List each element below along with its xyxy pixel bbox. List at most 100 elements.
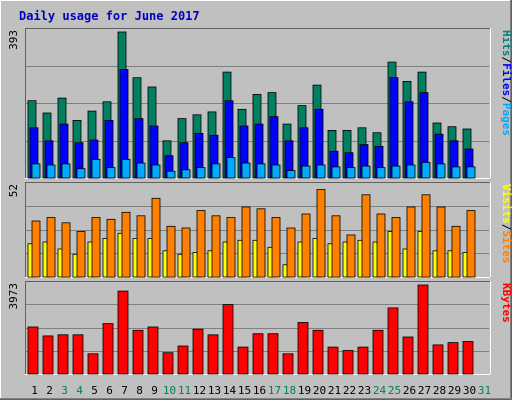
bar-pages-day-30 — [466, 166, 476, 179]
kbytes-panel: 3973 KBytes — [7, 281, 512, 375]
x-tick-label: 23 — [358, 384, 371, 397]
x-tick-label: 10 — [163, 384, 176, 397]
hits-panel: 393 Hits/Files/Pages — [7, 28, 512, 179]
bar-pages-day-22 — [346, 167, 356, 179]
bar-pages-day-14 — [226, 157, 236, 179]
x-tick-label: 24 — [373, 384, 387, 397]
bar-kbytes-day-17 — [267, 333, 279, 375]
bar-pages-day-2 — [46, 164, 56, 179]
bar-kbytes-day-6 — [102, 323, 114, 375]
bar-kbytes-day-19 — [297, 322, 309, 375]
bar-kbytes-day-15 — [237, 346, 249, 375]
bar-pages-day-12 — [196, 167, 206, 179]
bar-kbytes-day-9 — [147, 326, 159, 375]
x-tick-label: 27 — [418, 384, 431, 397]
bar-kbytes-day-1 — [27, 326, 39, 375]
bar-files-day-25 — [389, 77, 399, 179]
bar-pages-day-1 — [31, 163, 41, 179]
x-tick-label: 12 — [193, 384, 206, 397]
bar-kbytes-day-30 — [462, 341, 474, 375]
bar-sites-day-14 — [226, 217, 236, 278]
legend-entry: Hits — [500, 30, 512, 57]
bar-sites-day-17 — [271, 217, 281, 278]
panel-legend: KBytes — [500, 283, 512, 323]
bar-sites-day-5 — [91, 217, 101, 278]
x-tick-label: 14 — [223, 384, 237, 397]
bar-pages-day-24 — [376, 167, 386, 179]
bar-pages-day-28 — [436, 163, 446, 179]
bar-sites-day-28 — [436, 206, 446, 278]
bar-pages-day-18 — [286, 170, 296, 179]
x-tick-label: 13 — [208, 384, 221, 397]
bar-kbytes-day-10 — [162, 352, 174, 375]
bar-kbytes-day-27 — [417, 284, 429, 375]
bar-pages-day-25 — [391, 165, 401, 179]
x-tick-label: 3 — [61, 384, 68, 397]
x-tick-label: 6 — [106, 384, 113, 397]
x-tick-label: 25 — [388, 384, 401, 397]
panel-legend: Visits/Sites — [500, 184, 512, 264]
bar-sites-day-4 — [76, 231, 86, 278]
bar-kbytes-day-26 — [402, 336, 414, 375]
sites-panel: 52 Visits/Sites — [7, 182, 512, 278]
bar-pages-day-8 — [136, 162, 146, 179]
x-tick-label: 19 — [298, 384, 311, 397]
x-tick-label: 8 — [136, 384, 143, 397]
bar-pages-day-17 — [271, 164, 281, 179]
bar-kbytes-day-25 — [387, 307, 399, 375]
bar-kbytes-day-21 — [327, 346, 339, 375]
bar-pages-day-3 — [61, 163, 71, 179]
bar-sites-day-15 — [241, 206, 251, 278]
bar-sites-day-7 — [121, 211, 131, 278]
y-max-label: 393 — [7, 30, 20, 50]
bar-sites-day-30 — [466, 210, 476, 278]
bar-sites-day-27 — [421, 194, 431, 278]
bar-pages-day-16 — [256, 163, 266, 179]
x-tick-label: 16 — [253, 384, 266, 397]
bar-kbytes-day-16 — [252, 333, 264, 375]
x-tick-label: 22 — [343, 384, 356, 397]
bar-sites-day-10 — [166, 225, 176, 278]
bar-pages-day-20 — [316, 164, 326, 179]
bar-pages-day-6 — [106, 167, 116, 179]
bar-kbytes-day-18 — [282, 353, 294, 375]
bar-kbytes-day-14 — [222, 304, 234, 375]
bar-kbytes-day-7 — [117, 290, 129, 375]
bar-kbytes-day-29 — [447, 342, 459, 375]
bar-sites-day-19 — [301, 213, 311, 278]
bar-kbytes-day-28 — [432, 344, 444, 375]
x-tick-label: 28 — [433, 384, 446, 397]
bar-pages-day-29 — [451, 166, 461, 179]
bar-sites-day-29 — [451, 225, 461, 278]
x-tick-label: 15 — [238, 384, 251, 397]
bar-kbytes-day-3 — [57, 334, 69, 375]
panel-legend: Hits/Files/Pages — [500, 30, 512, 136]
bar-pages-day-26 — [406, 164, 416, 179]
bar-pages-day-5 — [91, 158, 101, 179]
y-max-label: 3973 — [7, 283, 20, 310]
bar-pages-day-21 — [331, 166, 341, 179]
bar-kbytes-day-24 — [372, 329, 384, 375]
x-tick-label: 17 — [268, 384, 281, 397]
bar-sites-day-22 — [346, 234, 356, 278]
bar-sites-day-8 — [136, 215, 146, 278]
bar-sites-day-18 — [286, 227, 296, 278]
chart-title: Daily usage for June 2017 — [19, 9, 200, 23]
bar-sites-day-25 — [391, 217, 401, 278]
bar-kbytes-day-5 — [87, 353, 99, 375]
bar-sites-day-20 — [316, 189, 326, 278]
bar-sites-day-23 — [361, 194, 371, 278]
x-tick-label: 4 — [76, 384, 83, 397]
bar-kbytes-day-13 — [207, 334, 219, 375]
x-tick-label: 26 — [403, 384, 416, 397]
legend-entry: Files — [500, 63, 512, 96]
bar-pages-day-13 — [211, 163, 221, 179]
bar-pages-day-11 — [181, 169, 191, 179]
legend-entry: Visits — [500, 184, 512, 224]
legend-entry: Sites — [500, 230, 512, 263]
bar-sites-day-11 — [181, 227, 191, 278]
x-tick-label: 1 — [31, 384, 38, 397]
bar-sites-day-12 — [196, 210, 206, 278]
x-tick-label: 5 — [91, 384, 98, 397]
bar-sites-day-6 — [106, 218, 116, 278]
